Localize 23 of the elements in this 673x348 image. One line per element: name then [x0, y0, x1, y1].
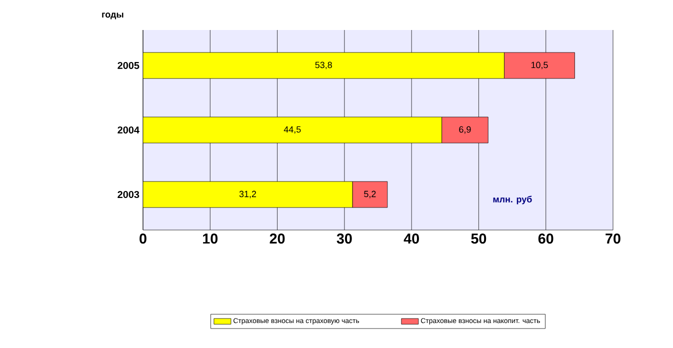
- x-tick-label: 10: [203, 234, 218, 244]
- y-tick-label: 2005: [118, 62, 140, 70]
- y-tick-label: 2004: [118, 126, 140, 134]
- data-label: 10,5: [531, 62, 548, 70]
- y-axis-title: годы: [102, 12, 124, 20]
- annotation: млн. руб: [493, 196, 532, 204]
- data-label: 44,5: [284, 126, 301, 134]
- data-label: 53,8: [315, 62, 332, 70]
- x-tick-label: 70: [606, 234, 620, 244]
- y-tick-label: 2003: [118, 190, 140, 198]
- bar: [143, 181, 353, 208]
- x-tick-label: 0: [140, 234, 146, 244]
- x-tick-label: 40: [404, 234, 419, 244]
- x-tick-label: 50: [471, 234, 486, 244]
- x-tick-label: 20: [270, 234, 285, 244]
- x-tick-label: 60: [538, 234, 554, 244]
- bar: [143, 116, 442, 144]
- data-label: 5,2: [364, 190, 376, 198]
- x-tick-label: 30: [336, 234, 352, 244]
- bar: [442, 116, 488, 144]
- data-label: 6,9: [459, 126, 471, 134]
- data-label: 31,2: [239, 190, 256, 198]
- bar: [143, 52, 504, 79]
